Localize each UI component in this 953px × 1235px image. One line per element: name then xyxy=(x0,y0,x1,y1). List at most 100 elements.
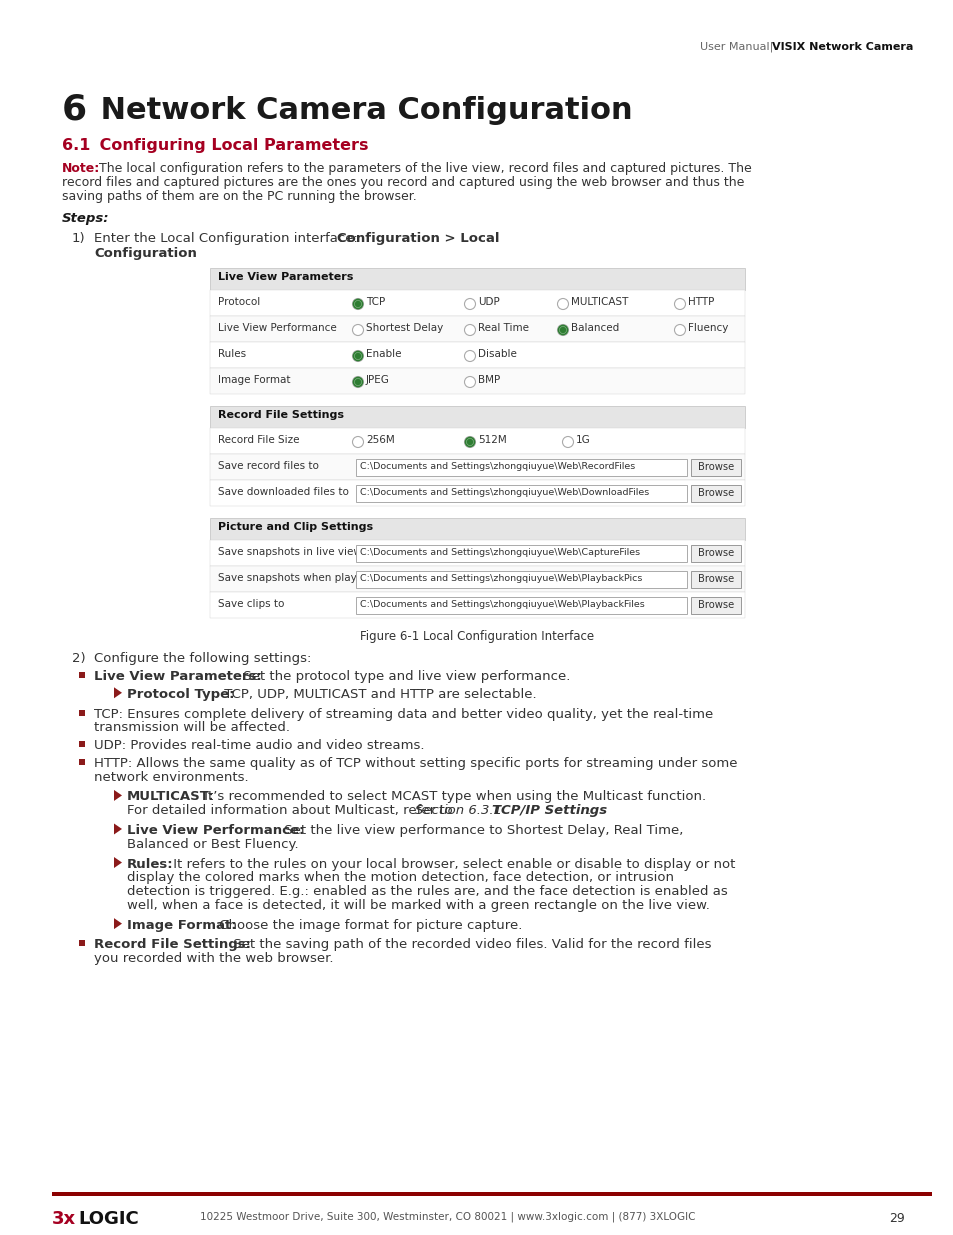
Circle shape xyxy=(464,351,475,362)
Text: Enable: Enable xyxy=(366,350,401,359)
Text: Fluency: Fluency xyxy=(687,324,727,333)
Text: Disable: Disable xyxy=(477,350,517,359)
Bar xyxy=(210,290,744,316)
Text: UDP: Provides real-time audio and video streams.: UDP: Provides real-time audio and video … xyxy=(94,739,424,752)
Text: Live View Performance: Live View Performance xyxy=(218,324,336,333)
Text: Save record files to: Save record files to xyxy=(218,461,318,471)
Text: MULTICAST:: MULTICAST: xyxy=(127,790,214,804)
Circle shape xyxy=(559,327,566,333)
Circle shape xyxy=(355,379,361,385)
Text: Set the protocol type and live view performance.: Set the protocol type and live view perf… xyxy=(239,671,570,683)
Bar xyxy=(79,741,85,747)
Text: 512M: 512M xyxy=(477,435,506,445)
Text: Configuration: Configuration xyxy=(94,247,196,261)
Text: Image Format: Image Format xyxy=(218,375,291,385)
Text: record files and captured pictures are the ones you record and captured using th: record files and captured pictures are t… xyxy=(62,177,743,189)
Text: HTTP: Allows the same quality as of TCP without setting specific ports for strea: HTTP: Allows the same quality as of TCP … xyxy=(94,757,737,769)
Text: Record File Settings: Record File Settings xyxy=(218,410,344,420)
Text: 3x: 3x xyxy=(52,1210,76,1228)
Bar xyxy=(210,480,744,506)
Text: Picture and Clip Settings: Picture and Clip Settings xyxy=(218,522,373,532)
Bar xyxy=(355,597,686,614)
Text: User Manual|: User Manual| xyxy=(700,42,776,53)
Text: Steps:: Steps: xyxy=(62,212,110,225)
Text: Browse: Browse xyxy=(698,600,734,610)
Bar xyxy=(210,268,744,290)
Text: The local configuration refers to the parameters of the live view, record files : The local configuration refers to the pa… xyxy=(99,162,751,175)
Text: C:\Documents and Settings\zhongqiuyue\Web\PlaybackFiles: C:\Documents and Settings\zhongqiuyue\We… xyxy=(359,600,644,609)
Text: It refers to the rules on your local browser, select enable or disable to displa: It refers to the rules on your local bro… xyxy=(169,857,735,871)
Bar xyxy=(79,710,85,715)
Text: 6.1: 6.1 xyxy=(62,138,91,153)
Bar xyxy=(210,592,744,618)
Bar xyxy=(355,571,686,588)
Polygon shape xyxy=(113,687,122,698)
Text: Browse: Browse xyxy=(698,488,734,498)
Text: Browse: Browse xyxy=(698,574,734,584)
Bar xyxy=(690,484,740,501)
Bar xyxy=(690,597,740,614)
Bar xyxy=(79,672,85,678)
Polygon shape xyxy=(113,918,122,929)
Bar xyxy=(355,545,686,562)
Bar xyxy=(210,406,744,429)
Bar xyxy=(210,454,744,480)
Text: MULTICAST: MULTICAST xyxy=(571,296,628,308)
Bar xyxy=(210,517,744,540)
Text: BMP: BMP xyxy=(477,375,499,385)
Text: HTTP: HTTP xyxy=(687,296,714,308)
Circle shape xyxy=(464,325,475,336)
Text: Set the live view performance to Shortest Delay, Real Time,: Set the live view performance to Shortes… xyxy=(280,824,682,837)
Text: Browse: Browse xyxy=(698,548,734,558)
Circle shape xyxy=(355,301,361,308)
Bar xyxy=(210,429,744,454)
Text: well, when a face is detected, it will be marked with a green rectangle on the l: well, when a face is detected, it will b… xyxy=(127,899,709,911)
Text: Protocol Type:: Protocol Type: xyxy=(127,688,234,700)
Bar xyxy=(690,545,740,562)
Text: 6: 6 xyxy=(62,91,87,126)
Bar xyxy=(210,342,744,368)
Text: transmission will be affected.: transmission will be affected. xyxy=(94,721,290,735)
Text: Shortest Delay: Shortest Delay xyxy=(366,324,443,333)
Circle shape xyxy=(466,438,473,445)
Polygon shape xyxy=(113,857,122,868)
Text: Protocol: Protocol xyxy=(218,296,260,308)
Text: 1): 1) xyxy=(71,232,86,245)
Text: 256M: 256M xyxy=(366,435,395,445)
Text: Record File Settings:: Record File Settings: xyxy=(94,939,251,951)
Text: TCP: TCP xyxy=(366,296,385,308)
Text: TCP: Ensures complete delivery of streaming data and better video quality, yet t: TCP: Ensures complete delivery of stream… xyxy=(94,708,713,720)
Circle shape xyxy=(557,299,568,310)
Text: Live View Parameters: Live View Parameters xyxy=(218,272,353,282)
Text: Rules:: Rules: xyxy=(127,857,173,871)
Bar xyxy=(210,316,744,342)
Text: Figure 6-1 Local Configuration Interface: Figure 6-1 Local Configuration Interface xyxy=(360,630,594,643)
Bar xyxy=(52,1192,931,1195)
Text: 10225 Westmoor Drive, Suite 300, Westminster, CO 80021 | www.3xlogic.com | (877): 10225 Westmoor Drive, Suite 300, Westmin… xyxy=(200,1212,695,1223)
Circle shape xyxy=(352,351,363,362)
Text: Balanced or Best Fluency.: Balanced or Best Fluency. xyxy=(127,837,298,851)
Bar xyxy=(210,368,744,394)
Text: Save clips to: Save clips to xyxy=(218,599,284,609)
Text: Browse: Browse xyxy=(698,462,734,472)
Circle shape xyxy=(464,299,475,310)
Text: C:\Documents and Settings\zhongqiuyue\Web\CaptureFiles: C:\Documents and Settings\zhongqiuyue\We… xyxy=(359,548,639,557)
Text: C:\Documents and Settings\zhongqiuyue\Web\DownloadFiles: C:\Documents and Settings\zhongqiuyue\We… xyxy=(359,488,649,496)
Text: 29: 29 xyxy=(888,1212,904,1225)
Text: Balanced: Balanced xyxy=(571,324,618,333)
Text: saving paths of them are on the PC running the browser.: saving paths of them are on the PC runni… xyxy=(62,190,416,203)
Text: Network Camera Configuration: Network Camera Configuration xyxy=(90,96,632,125)
Text: LOGIC: LOGIC xyxy=(78,1210,138,1228)
Text: VISIX Network Camera: VISIX Network Camera xyxy=(771,42,912,52)
Text: 1G: 1G xyxy=(576,435,590,445)
Bar xyxy=(355,458,686,475)
Text: you recorded with the web browser.: you recorded with the web browser. xyxy=(94,952,334,966)
Circle shape xyxy=(464,377,475,388)
Text: network environments.: network environments. xyxy=(94,771,249,784)
Text: C:\Documents and Settings\zhongqiuyue\Web\PlaybackPics: C:\Documents and Settings\zhongqiuyue\We… xyxy=(359,574,641,583)
Bar xyxy=(210,566,744,592)
Text: Choose the image format for picture capture.: Choose the image format for picture capt… xyxy=(214,919,522,931)
Circle shape xyxy=(562,436,573,447)
Text: For detailed information about Multicast, refer to: For detailed information about Multicast… xyxy=(127,804,456,818)
Text: Real Time: Real Time xyxy=(477,324,529,333)
